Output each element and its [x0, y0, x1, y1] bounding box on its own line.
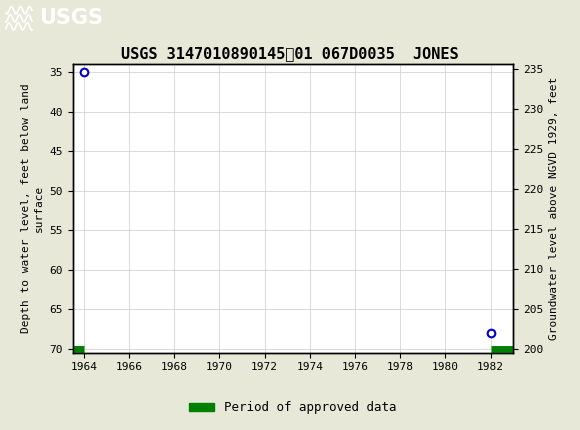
Text: USGS 3147010890145​01 067D0035  JONES: USGS 3147010890145​01 067D0035 JONES	[121, 46, 459, 61]
Legend: Period of approved data: Period of approved data	[184, 396, 401, 419]
Y-axis label: Depth to water level, feet below land
surface: Depth to water level, feet below land su…	[20, 84, 44, 333]
Text: USGS: USGS	[39, 8, 103, 28]
Y-axis label: Groundwater level above NGVD 1929, feet: Groundwater level above NGVD 1929, feet	[549, 77, 559, 340]
